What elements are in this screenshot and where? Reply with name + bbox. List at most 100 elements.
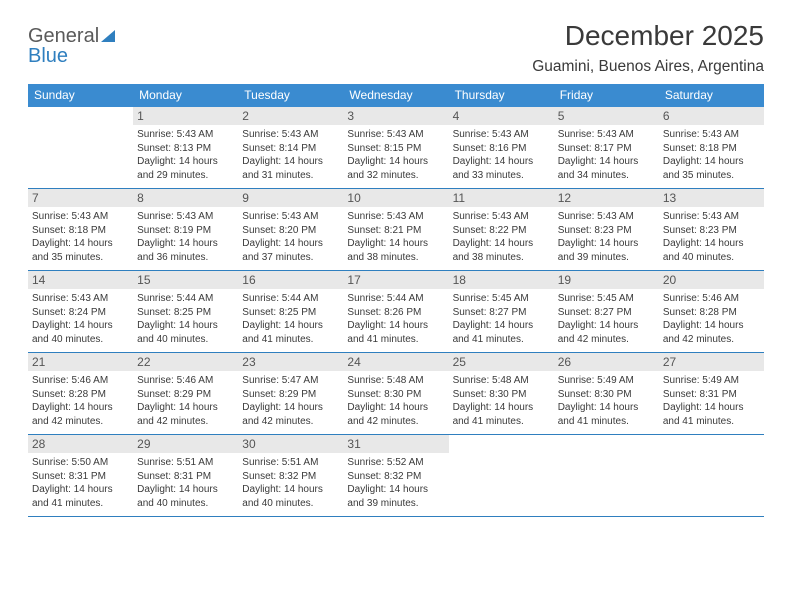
day-cell-line: Sunrise: 5:43 AM [137,128,234,142]
day-cell-line: and 38 minutes. [347,251,444,265]
day-cell: 31Sunrise: 5:52 AMSunset: 8:32 PMDayligh… [343,435,448,516]
day-cell-line: Sunset: 8:27 PM [453,306,550,320]
day-cell-line: Sunset: 8:24 PM [32,306,129,320]
day-number: 9 [238,189,343,207]
day-cell: 24Sunrise: 5:48 AMSunset: 8:30 PMDayligh… [343,353,448,434]
day-cell: 10Sunrise: 5:43 AMSunset: 8:21 PMDayligh… [343,189,448,270]
day-cell: 25Sunrise: 5:48 AMSunset: 8:30 PMDayligh… [449,353,554,434]
weeks-container: 1Sunrise: 5:43 AMSunset: 8:13 PMDaylight… [28,107,764,517]
day-cell-line: Daylight: 14 hours [347,155,444,169]
day-cell-line: Daylight: 14 hours [137,155,234,169]
day-number: 29 [133,435,238,453]
title-block: December 2025 Guamini, Buenos Aires, Arg… [532,20,764,76]
day-cell-line: Daylight: 14 hours [242,483,339,497]
day-cell-line: and 41 minutes. [242,333,339,347]
day-cell-line: Daylight: 14 hours [663,319,760,333]
day-cell-line: Sunset: 8:29 PM [242,388,339,402]
day-cell-text: Sunrise: 5:43 AMSunset: 8:15 PMDaylight:… [347,128,444,182]
page-title: December 2025 [532,20,764,52]
day-cell-line: Sunset: 8:25 PM [242,306,339,320]
day-number: 15 [133,271,238,289]
day-cell-line: Sunrise: 5:51 AM [242,456,339,470]
day-cell-line: and 40 minutes. [663,251,760,265]
day-cell-text: Sunrise: 5:43 AMSunset: 8:23 PMDaylight:… [663,210,760,264]
day-cell-text: Sunrise: 5:44 AMSunset: 8:25 PMDaylight:… [137,292,234,346]
day-cell-line: Daylight: 14 hours [558,401,655,415]
day-cell-line: Daylight: 14 hours [347,401,444,415]
day-cell-line: Daylight: 14 hours [242,155,339,169]
day-number: 14 [28,271,133,289]
day-cell-text: Sunrise: 5:46 AMSunset: 8:29 PMDaylight:… [137,374,234,428]
day-cell-line: Sunset: 8:30 PM [347,388,444,402]
day-cell-line: Sunset: 8:28 PM [32,388,129,402]
day-number: 3 [343,107,448,125]
day-number: 17 [343,271,448,289]
day-cell: 22Sunrise: 5:46 AMSunset: 8:29 PMDayligh… [133,353,238,434]
week-row: 7 Sunrise: 5:43 AMSunset: 8:18 PMDaylight… [28,189,764,271]
day-cell-text: Sunrise: 5:49 AMSunset: 8:30 PMDaylight:… [558,374,655,428]
day-cell-line: Sunrise: 5:43 AM [558,128,655,142]
day-cell-text: Sunrise: 5:43 AMSunset: 8:23 PMDaylight:… [558,210,655,264]
day-cell-text: Sunrise: 5:50 AMSunset: 8:31 PMDaylight:… [32,456,129,510]
day-cell-line: Sunset: 8:14 PM [242,142,339,156]
day-cell: 13 Sunrise: 5:43 AMSunset: 8:23 PMDayligh… [659,189,764,270]
day-cell: 21Sunrise: 5:46 AMSunset: 8:28 PMDayligh… [28,353,133,434]
day-cell-line: and 42 minutes. [558,333,655,347]
day-cell-line: Daylight: 14 hours [558,155,655,169]
day-number: 24 [343,353,448,371]
day-cell-line: and 41 minutes. [347,333,444,347]
day-cell-line: Sunrise: 5:43 AM [347,210,444,224]
day-cell-line: and 39 minutes. [347,497,444,511]
day-cell: 7 Sunrise: 5:43 AMSunset: 8:18 PMDaylight… [28,189,133,270]
day-number: 2 [238,107,343,125]
week-row: 21Sunrise: 5:46 AMSunset: 8:28 PMDayligh… [28,353,764,435]
day-cell-line: and 29 minutes. [137,169,234,183]
day-header: Tuesday [238,84,343,107]
day-number: 18 [449,271,554,289]
day-cell-line: and 41 minutes. [453,333,550,347]
day-cell-line: Sunset: 8:30 PM [558,388,655,402]
day-cell-line: and 40 minutes. [137,333,234,347]
day-cell-line: Daylight: 14 hours [137,319,234,333]
day-cell: 23Sunrise: 5:47 AMSunset: 8:29 PMDayligh… [238,353,343,434]
day-cell-line: Sunset: 8:21 PM [347,224,444,238]
day-cell-text: Sunrise: 5:51 AMSunset: 8:31 PMDaylight:… [137,456,234,510]
day-cell-line: and 38 minutes. [453,251,550,265]
day-header: Friday [554,84,659,107]
day-cell-line: and 39 minutes. [558,251,655,265]
day-cell-line: and 41 minutes. [453,415,550,429]
day-cell-line: and 42 minutes. [137,415,234,429]
day-cell-line: Sunset: 8:23 PM [663,224,760,238]
logo-word1: General [28,26,99,46]
day-cell-text: Sunrise: 5:43 AMSunset: 8:22 PMDaylight:… [453,210,550,264]
day-cell: 30Sunrise: 5:51 AMSunset: 8:32 PMDayligh… [238,435,343,516]
day-cell-line: Sunrise: 5:43 AM [453,210,550,224]
day-number: 7 [28,189,133,207]
day-cell-line: and 40 minutes. [242,497,339,511]
day-number: 13 [659,189,764,207]
day-cell-line: Sunset: 8:28 PM [663,306,760,320]
day-number: 25 [449,353,554,371]
day-cell-line: Sunrise: 5:43 AM [137,210,234,224]
day-cell: 16Sunrise: 5:44 AMSunset: 8:25 PMDayligh… [238,271,343,352]
day-cell-line: and 41 minutes. [663,415,760,429]
day-cell-line: Sunrise: 5:46 AM [137,374,234,388]
day-cell-line: Sunrise: 5:44 AM [242,292,339,306]
day-cell-line: Daylight: 14 hours [663,401,760,415]
day-number: 8 [133,189,238,207]
day-cell: 2Sunrise: 5:43 AMSunset: 8:14 PMDaylight… [238,107,343,188]
day-cell-text: Sunrise: 5:43 AMSunset: 8:19 PMDaylight:… [137,210,234,264]
day-cell-text: Sunrise: 5:45 AMSunset: 8:27 PMDaylight:… [558,292,655,346]
day-cell: 6Sunrise: 5:43 AMSunset: 8:18 PMDaylight… [659,107,764,188]
day-cell-line: Sunset: 8:13 PM [137,142,234,156]
day-cell: 9Sunrise: 5:43 AMSunset: 8:20 PMDaylight… [238,189,343,270]
day-cell-line: Daylight: 14 hours [347,483,444,497]
day-cell-text: Sunrise: 5:43 AMSunset: 8:18 PMDaylight:… [663,128,760,182]
day-number: 12 [554,189,659,207]
day-cell-line: Sunset: 8:18 PM [663,142,760,156]
day-cell-line: Sunrise: 5:50 AM [32,456,129,470]
day-cell-line: Sunset: 8:32 PM [347,470,444,484]
day-cell-line: and 42 minutes. [32,415,129,429]
day-cell-text: Sunrise: 5:43 AMSunset: 8:18 PMDaylight:… [32,210,129,264]
day-cell-text: Sunrise: 5:46 AMSunset: 8:28 PMDaylight:… [663,292,760,346]
